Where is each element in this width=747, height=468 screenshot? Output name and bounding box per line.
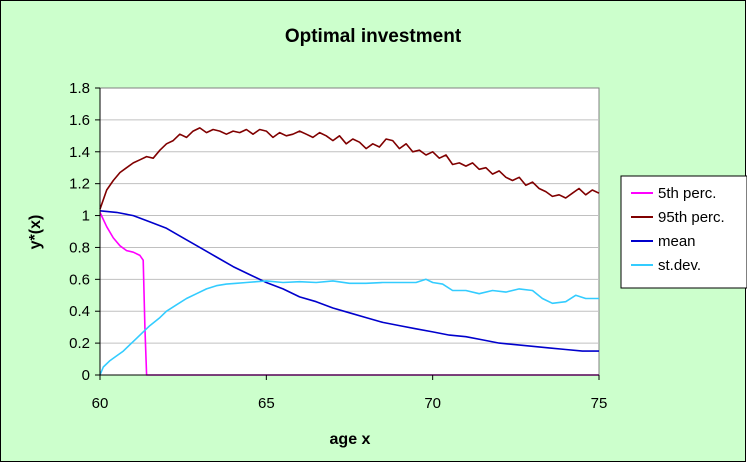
y-tick-label: 1.6 (69, 112, 90, 129)
y-tick-label: 1 (82, 208, 90, 225)
chart-title: Optimal investment (285, 26, 462, 47)
legend-label: 5th perc. (658, 185, 716, 202)
series-line-st-dev (99, 278, 599, 376)
x-tick-label: 75 (591, 395, 608, 412)
y-tick-label: 0.6 (69, 271, 90, 288)
y-tick-label: 0 (82, 367, 90, 384)
y-axis-title: y*(x) (27, 215, 44, 250)
series-line-95th-perc (99, 127, 600, 210)
legend-label: 95th perc. (658, 209, 725, 226)
legend-items: 5th perc. 95th perc. mean st.dev. (631, 185, 725, 274)
y-tick-label: 0.4 (69, 303, 90, 320)
x-axis-title: age x (330, 431, 371, 448)
axes: 0 0.2 0.4 0.6 0.8 1 1.2 1.4 1.6 1.8 60 65 70 75 (69, 80, 607, 412)
legend-box (620, 175, 747, 289)
y-tick-label: 0.2 (69, 335, 90, 352)
x-tick-label: 60 (92, 395, 109, 412)
x-tick-label: 65 (258, 395, 275, 412)
y-tick-label: 1.2 (69, 176, 90, 193)
series-line-mean (99, 210, 599, 352)
legend-label: st.dev. (658, 257, 701, 274)
y-tick-label: 0.8 (69, 239, 90, 256)
y-tick-label: 1.8 (69, 80, 90, 97)
legend-label: mean (658, 233, 696, 250)
plot-area (99, 87, 600, 376)
gridlines-over-plot (100, 119, 599, 344)
legend: 5th perc. 95th perc. mean st.dev. (620, 175, 747, 289)
y-tick-label: 1.4 (69, 144, 90, 161)
x-tick-label: 70 (424, 395, 441, 412)
